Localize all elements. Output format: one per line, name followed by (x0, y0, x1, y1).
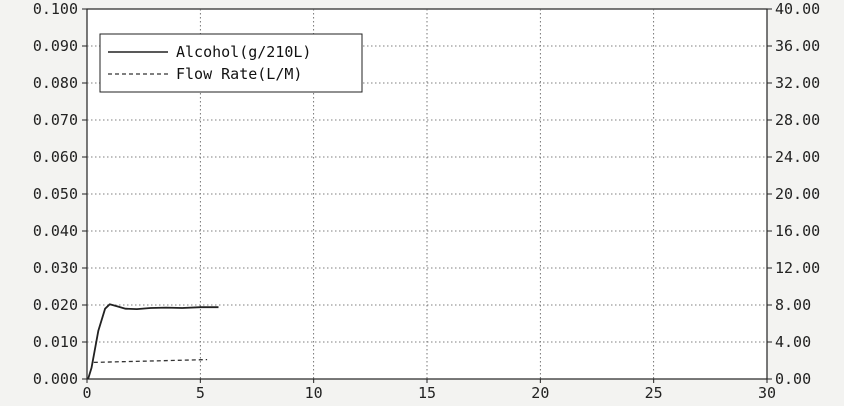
right-y-tick-label: 32.00 (775, 74, 820, 92)
x-tick-label: 30 (758, 384, 776, 402)
right-y-axis-ticks: 0.00 4.00 8.00 12.00 16.00 20.00 24.00 28.00 32.… (767, 0, 820, 388)
series-line-flow-rate (93, 358, 208, 364)
left-y-tick-label: 0.060 (33, 148, 78, 166)
left-y-tick-label: 0.010 (33, 333, 78, 351)
right-y-tick-label: 12.00 (775, 259, 820, 277)
legend-label-flow-rate: Flow Rate(L/M) (176, 65, 302, 83)
x-axis-ticks: 0 5 10 15 20 25 30 (82, 379, 776, 402)
x-tick-label: 5 (196, 384, 205, 402)
left-y-tick-label: 0.030 (33, 259, 78, 277)
left-y-tick-label: 0.050 (33, 185, 78, 203)
right-y-tick-label: 0.00 (775, 370, 811, 388)
left-y-tick-label: 0.080 (33, 74, 78, 92)
left-y-axis-ticks: 0.000 0.010 0.020 0.030 0.040 0.050 0.060 0.070… (33, 0, 87, 388)
x-tick-label: 25 (645, 384, 663, 402)
legend-label-alcohol: Alcohol(g/210L) (176, 43, 311, 61)
left-y-tick-label: 0.070 (33, 111, 78, 129)
right-y-tick-label: 8.00 (775, 296, 811, 314)
legend-box (99, 33, 363, 93)
right-y-tick-label: 40.00 (775, 0, 820, 18)
series-line-alcohol (87, 303, 219, 380)
right-y-tick-label: 24.00 (775, 148, 820, 166)
left-y-tick-label: 0.020 (33, 296, 78, 314)
right-y-tick-label: 36.00 (775, 37, 820, 55)
right-y-tick-label: 4.00 (775, 333, 811, 351)
right-y-tick-label: 16.00 (775, 222, 820, 240)
legend: Alcohol(g/210L) Flow Rate(L/M) (99, 33, 363, 93)
x-tick-label: 0 (82, 384, 91, 402)
left-y-tick-label: 0.000 (33, 370, 78, 388)
series-lines (87, 303, 219, 380)
x-tick-label: 20 (531, 384, 549, 402)
x-tick-label: 15 (418, 384, 436, 402)
left-y-tick-label: 0.040 (33, 222, 78, 240)
right-y-tick-label: 20.00 (775, 185, 820, 203)
right-y-tick-label: 28.00 (775, 111, 820, 129)
left-y-tick-label: 0.100 (33, 0, 78, 18)
x-tick-label: 10 (305, 384, 323, 402)
left-y-tick-label: 0.090 (33, 37, 78, 55)
